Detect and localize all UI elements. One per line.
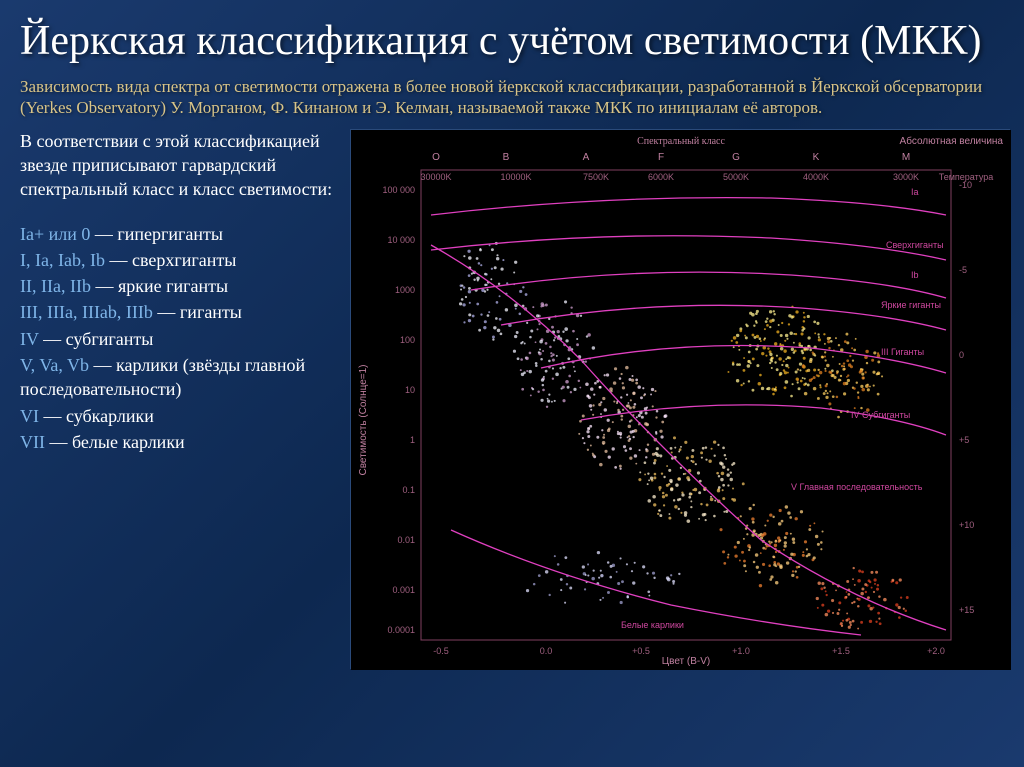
class-code: VI — [20, 406, 39, 426]
svg-text:0.001: 0.001 — [392, 585, 415, 595]
svg-text:Яркие гиганты: Яркие гиганты — [881, 300, 941, 310]
class-list: Ia+ или 0 — гипергигантыI, Ia, Iab, Ib —… — [20, 222, 340, 455]
svg-text:K: K — [813, 152, 820, 163]
svg-text:Ia: Ia — [911, 187, 919, 197]
svg-text:+10: +10 — [959, 520, 974, 530]
svg-text:-5: -5 — [959, 265, 967, 275]
svg-text:+2.0: +2.0 — [927, 646, 945, 656]
svg-text:0.01: 0.01 — [397, 535, 415, 545]
class-code: VII — [20, 432, 45, 452]
left-column: В соответствии с этой классификацией зве… — [20, 129, 350, 669]
svg-text:Абсолютная величина: Абсолютная величина — [900, 135, 1004, 147]
svg-text:10 000: 10 000 — [387, 235, 415, 245]
svg-text:30000K: 30000K — [420, 172, 451, 182]
svg-text:100: 100 — [400, 335, 415, 345]
class-row: III, IIIa, IIIab, IIIb — гиганты — [20, 300, 340, 324]
class-row: VI — субкарлики — [20, 404, 340, 428]
class-row: VII — белые карлики — [20, 430, 340, 454]
svg-text:1000: 1000 — [395, 285, 415, 295]
svg-text:O: O — [432, 152, 440, 163]
svg-text:Сверхгиганты: Сверхгиганты — [886, 240, 944, 250]
svg-text:IV Субгиганты: IV Субгиганты — [851, 410, 910, 420]
svg-text:B: B — [503, 152, 510, 163]
svg-text:1: 1 — [410, 435, 415, 445]
hr-diagram: Спектральный класс Абсолютная величина O B A… — [350, 129, 1010, 669]
class-code: II, IIa, IIb — [20, 276, 91, 296]
class-desc: — гиганты — [153, 302, 242, 322]
svg-text:0.0001: 0.0001 — [387, 625, 415, 635]
content-row: В соответствии с этой классификацией зве… — [0, 129, 1024, 669]
class-desc: — сверхгиганты — [105, 250, 236, 270]
svg-text:100 000: 100 000 — [382, 185, 415, 195]
svg-text:V Главная последовательность: V Главная последовательность — [791, 482, 923, 492]
svg-text:+1.0: +1.0 — [732, 646, 750, 656]
svg-text:Светимость (Солнце=1): Светимость (Солнце=1) — [358, 364, 369, 475]
svg-text:+15: +15 — [959, 605, 974, 615]
svg-text:-0.5: -0.5 — [433, 646, 449, 656]
class-code: III, IIIa, IIIab, IIIb — [20, 302, 153, 322]
class-desc: — гипергиганты — [90, 224, 223, 244]
class-code: Ia+ или 0 — [20, 224, 90, 244]
class-desc: — субгиганты — [39, 329, 154, 349]
svg-text:-10: -10 — [959, 180, 972, 190]
svg-text:+0.5: +0.5 — [632, 646, 650, 656]
svg-text:Белые карлики: Белые карлики — [621, 620, 684, 630]
class-row: V, Va, Vb — карлики (звёзды главной посл… — [20, 353, 340, 402]
svg-text:Ib: Ib — [911, 270, 919, 280]
class-row: I, Ia, Iab, Ib — сверхгиганты — [20, 248, 340, 272]
svg-text:III Гиганты: III Гиганты — [881, 347, 924, 357]
svg-text:4000K: 4000K — [803, 172, 829, 182]
class-code: IV — [20, 329, 39, 349]
svg-text:10: 10 — [405, 385, 415, 395]
svg-text:10000K: 10000K — [500, 172, 531, 182]
svg-text:Спектральный класс: Спектральный класс — [637, 136, 725, 147]
svg-text:G: G — [732, 152, 740, 163]
svg-text:M: M — [902, 152, 910, 163]
svg-text:A: A — [583, 152, 590, 163]
class-row: IV — субгиганты — [20, 327, 340, 351]
svg-text:+1.5: +1.5 — [832, 646, 850, 656]
svg-text:Цвет (B-V): Цвет (B-V) — [662, 656, 711, 667]
class-desc: — яркие гиганты — [91, 276, 228, 296]
svg-text:0: 0 — [959, 350, 964, 360]
page-title: Йеркская классификация с учётом светимос… — [0, 0, 1024, 72]
svg-text:0.0: 0.0 — [540, 646, 553, 656]
class-code: V, Va, Vb — [20, 355, 89, 375]
svg-text:+5: +5 — [959, 435, 969, 445]
class-code: I, Ia, Iab, Ib — [20, 250, 105, 270]
svg-text:F: F — [658, 152, 664, 163]
class-row: II, IIa, IIb — яркие гиганты — [20, 274, 340, 298]
svg-text:7500K: 7500K — [583, 172, 609, 182]
svg-text:6000K: 6000K — [648, 172, 674, 182]
class-row: Ia+ или 0 — гипергиганты — [20, 222, 340, 246]
subtitle: Зависимость вида спектра от светимости о… — [0, 72, 1024, 129]
class-desc: — белые карлики — [45, 432, 185, 452]
intro-text: В соответствии с этой классификацией зве… — [20, 129, 340, 202]
svg-text:5000K: 5000K — [723, 172, 749, 182]
svg-text:3000K: 3000K — [893, 172, 919, 182]
class-desc: — субкарлики — [39, 406, 154, 426]
svg-text:0.1: 0.1 — [402, 485, 415, 495]
